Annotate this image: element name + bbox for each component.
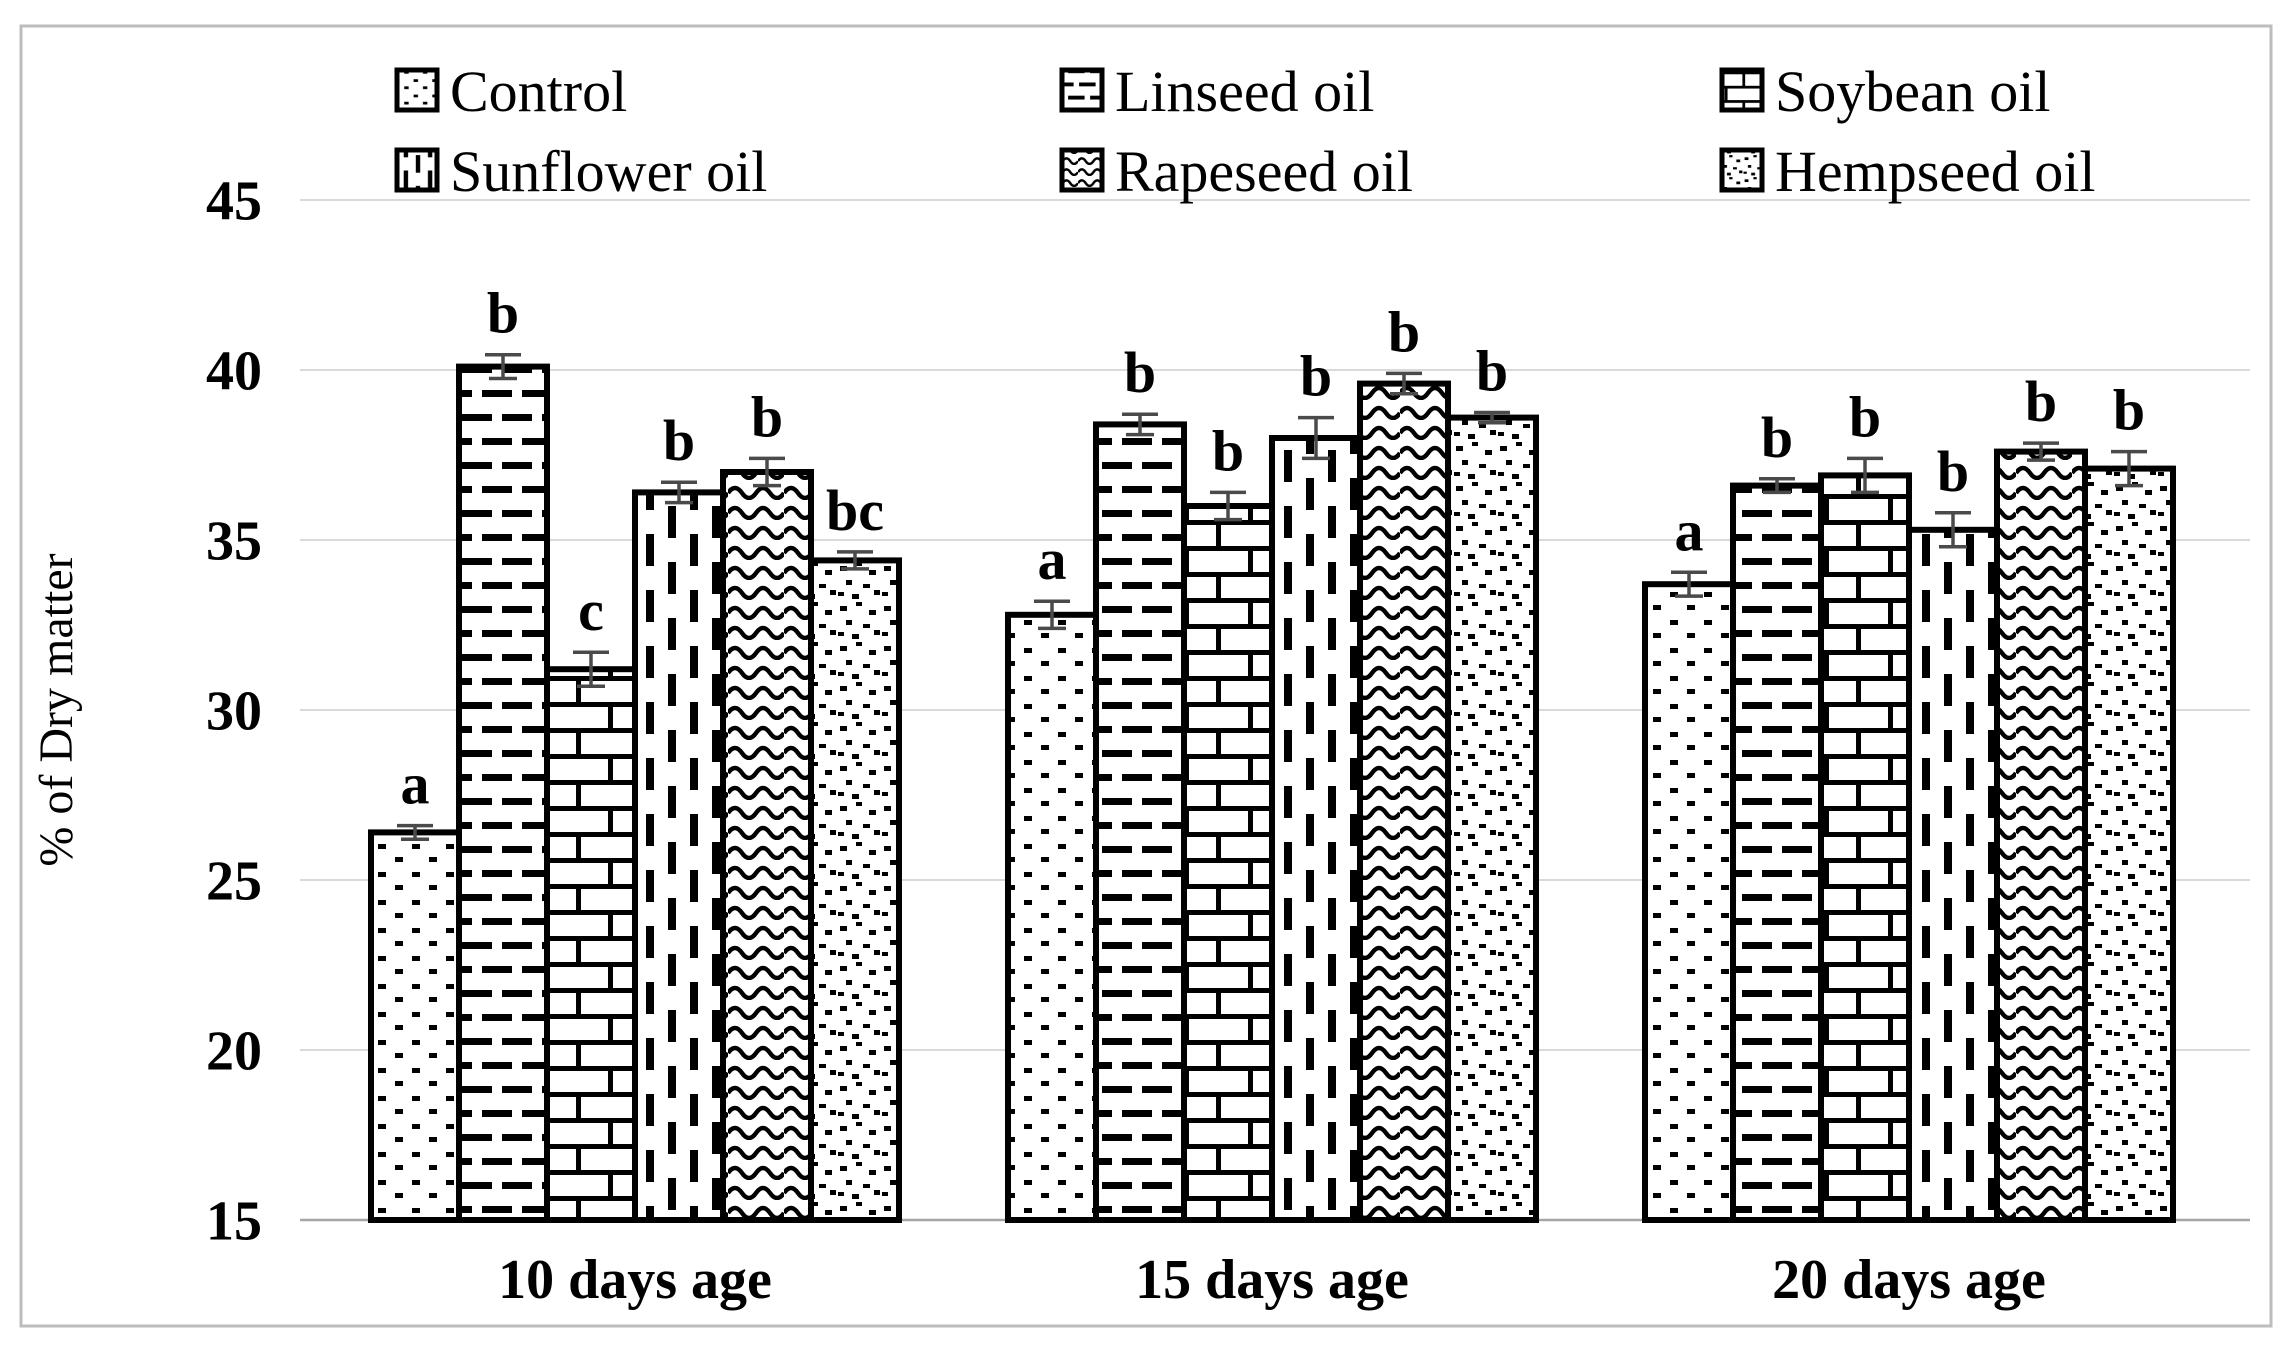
bar-linseed-oil-10-days-age (456, 363, 550, 1224)
x-axis-category-labels: 10 days age 15 days age 20 days age (498, 1249, 2046, 1311)
bar-linseed-oil-20-days-age (1730, 482, 1824, 1224)
bar-hempseed-oil-20-days-age (2082, 465, 2176, 1224)
legend-item-soybean-oil: Soybean oil (1719, 59, 2050, 124)
ytick-label-45: 45 (206, 171, 262, 233)
legend-item-hempseed-oil: Hempseed oil (1719, 139, 2096, 204)
letter-sunflower-oil-20-days-age: b (1937, 439, 1969, 504)
bar-sunflower-oil-15-days-age (1269, 435, 1363, 1223)
legend-label-soybean-oil: Soybean oil (1775, 59, 2050, 124)
letter-soybean-oil-10-days-age: c (578, 578, 604, 643)
legend-marker-linseed-oil-icon (1059, 67, 1105, 113)
legend-label-sunflower-oil: Sunflower oil (450, 139, 767, 204)
legend-marker-control-icon (394, 67, 440, 113)
bar-hempseed-oil-10-days-age (808, 557, 902, 1223)
error-bars (397, 352, 2147, 841)
legend-marker-rapeseed-oil-icon (1059, 147, 1105, 193)
letter-sunflower-oil-15-days-age: b (1300, 344, 1332, 409)
legend-marker-sunflower-oil-icon (394, 147, 440, 193)
letter-linseed-oil-10-days-age: b (487, 281, 519, 346)
legend-label-hempseed-oil: Hempseed oil (1775, 139, 2096, 204)
legend: Control Linseed oil Soybean oil Sunflower o… (394, 59, 2096, 204)
bar-soybean-oil-15-days-age (1181, 503, 1275, 1223)
bar-sunflower-oil-20-days-age (1906, 526, 2000, 1223)
bar-rapeseed-oil-10-days-age (720, 469, 814, 1223)
legend-label-linseed-oil: Linseed oil (1115, 59, 1374, 124)
legend-item-linseed-oil: Linseed oil (1059, 59, 1374, 124)
bar-sunflower-oil-10-days-age (632, 489, 726, 1223)
bar-soybean-oil-20-days-age (1818, 472, 1912, 1223)
letter-hempseed-oil-15-days-age: b (1476, 339, 1508, 404)
bar-rapeseed-oil-20-days-age (1994, 448, 2088, 1224)
letter-control-20-days-age: a (1675, 498, 1704, 563)
letter-control-15-days-age: a (1038, 527, 1067, 592)
bar-hempseed-oil-15-days-age (1445, 414, 1539, 1224)
letter-hempseed-oil-10-days-age: bc (826, 478, 884, 543)
letter-control-10-days-age: a (401, 752, 430, 817)
ytick-label-25: 25 (206, 851, 262, 913)
bar-series (368, 363, 2176, 1224)
ytick-label-30: 30 (206, 681, 262, 743)
bar-rapeseed-oil-15-days-age (1357, 380, 1451, 1224)
letter-soybean-oil-20-days-age: b (1849, 384, 1881, 449)
category-label-20-days-age: 20 days age (1772, 1249, 2046, 1311)
legend-item-rapeseed-oil: Rapeseed oil (1059, 139, 1413, 204)
category-label-10-days-age: 10 days age (498, 1249, 772, 1311)
y-axis-title: % of Dry matter (30, 553, 83, 866)
letter-hempseed-oil-20-days-age: b (2113, 378, 2145, 443)
letter-rapeseed-oil-15-days-age: b (1388, 299, 1420, 364)
legend-marker-soybean-oil-icon (1719, 67, 1765, 113)
ytick-label-35: 35 (206, 511, 262, 573)
bar-linseed-oil-15-days-age (1093, 421, 1187, 1223)
y-axis-tick-labels: 45 40 35 30 25 20 15 (206, 171, 262, 1253)
ytick-label-20: 20 (206, 1021, 262, 1083)
letter-linseed-oil-20-days-age: b (1761, 405, 1793, 470)
category-label-15-days-age: 15 days age (1135, 1249, 1409, 1311)
legend-marker-hempseed-oil-icon (1719, 147, 1765, 193)
letter-rapeseed-oil-20-days-age: b (2025, 369, 2057, 434)
bar-control-10-days-age (368, 829, 462, 1224)
legend-item-sunflower-oil: Sunflower oil (394, 139, 767, 204)
bar-control-20-days-age (1642, 581, 1736, 1223)
letter-rapeseed-oil-10-days-age: b (751, 384, 783, 449)
legend-label-control: Control (450, 59, 627, 124)
ytick-label-15: 15 (206, 1191, 262, 1253)
legend-item-control: Control (394, 59, 627, 124)
letter-soybean-oil-15-days-age: b (1212, 418, 1244, 483)
bar-soybean-oil-10-days-age (544, 666, 638, 1223)
legend-label-rapeseed-oil: Rapeseed oil (1115, 139, 1413, 204)
ytick-label-40: 40 (206, 341, 262, 403)
bar-control-15-days-age (1005, 611, 1099, 1223)
letter-sunflower-oil-10-days-age: b (663, 408, 695, 473)
letter-linseed-oil-15-days-age: b (1124, 340, 1156, 405)
